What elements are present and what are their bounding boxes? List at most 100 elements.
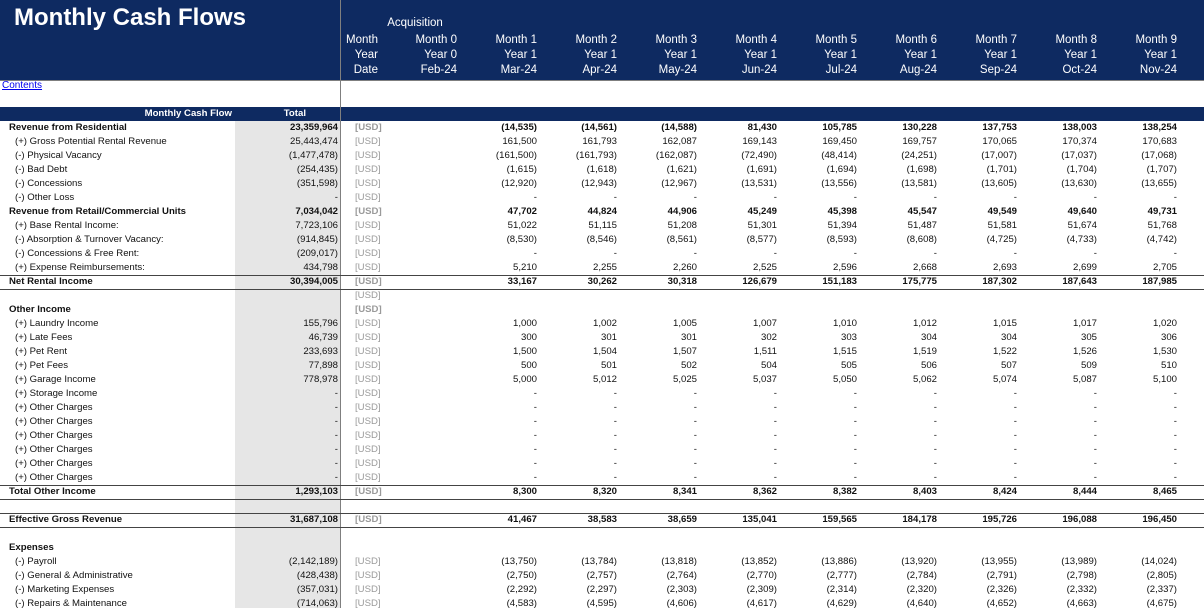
row-value: - (1093, 416, 1097, 427)
row-value: - (1173, 388, 1177, 399)
row-value: 8,362 (752, 486, 777, 497)
row-value: 126,679 (742, 276, 777, 287)
row-value: - (1173, 458, 1177, 469)
column-header: Oct-24 (1062, 64, 1097, 76)
row-total: 434,798 (303, 262, 338, 273)
row-value: (2,292) (506, 584, 537, 595)
row-label: (-) General & Administrative (15, 570, 133, 581)
row-value: (2,757) (586, 570, 617, 581)
column-header: Year 1 (504, 49, 537, 61)
row-value: - (773, 430, 777, 441)
row-value: 304 (1000, 332, 1017, 343)
column-header: Aug-24 (899, 64, 937, 76)
row-value: (17,068) (1141, 150, 1177, 161)
row-value: 8,424 (992, 486, 1017, 497)
row-value: (4,652) (986, 598, 1017, 608)
row-value: (2,297) (586, 584, 617, 595)
row-value: (2,770) (746, 570, 777, 581)
column-header: Year 1 (1144, 49, 1177, 61)
row-value: - (693, 388, 697, 399)
row-value: (2,337) (1146, 584, 1177, 595)
row-value: 159,565 (822, 514, 857, 525)
row-value: (13,784) (581, 556, 617, 567)
row-value: 5,037 (752, 374, 777, 385)
row-label: (+) Storage Income (15, 388, 98, 399)
row-value: (13,630) (1061, 178, 1097, 189)
row-value: - (853, 248, 857, 259)
row-unit: [USD] (355, 458, 381, 469)
row-value: - (613, 388, 617, 399)
row-border (0, 275, 1204, 276)
row-value: 1,500 (512, 346, 537, 357)
row-value: (1,704) (1066, 164, 1097, 175)
row-value: - (533, 472, 537, 483)
row-total: (209,017) (296, 248, 338, 259)
row-value: 196,450 (1142, 514, 1177, 525)
row-value: (14,535) (501, 122, 537, 133)
column-header: Month 0 (415, 34, 457, 46)
row-unit: [USD] (355, 374, 381, 385)
row-border (0, 513, 1204, 514)
row-value: - (1013, 444, 1017, 455)
row-value: 49,549 (987, 206, 1017, 217)
row-label: (+) Other Charges (15, 402, 93, 413)
row-unit: [USD] (355, 570, 381, 581)
row-value: 187,302 (982, 276, 1017, 287)
row-value: (14,588) (661, 122, 697, 133)
row-value: - (693, 402, 697, 413)
row-value: 502 (680, 360, 697, 371)
total-header: Total (283, 108, 306, 119)
row-label: (-) Bad Debt (15, 164, 68, 175)
row-value: 2,668 (912, 262, 937, 273)
row-value: - (1093, 402, 1097, 413)
row-label: (+) Garage Income (15, 374, 96, 385)
row-value: (4,629) (826, 598, 857, 608)
row-value: (8,593) (826, 234, 857, 245)
row-label: Other Income (9, 304, 71, 315)
row-value: - (773, 416, 777, 427)
row-unit: [USD] (355, 430, 381, 441)
column-header: Month 3 (655, 34, 697, 46)
row-value: - (853, 388, 857, 399)
row-value: (1,621) (666, 164, 697, 175)
row-value: (13,531) (741, 178, 777, 189)
row-total: 23,359,964 (289, 122, 338, 133)
row-label: (+) Other Charges (15, 416, 93, 427)
row-value: 170,374 (1062, 136, 1097, 147)
row-value: 1,507 (672, 346, 697, 357)
section-band (0, 107, 1204, 121)
row-value: 1,515 (832, 346, 857, 357)
row-label: Net Rental Income (9, 276, 93, 287)
row-value: 1,511 (753, 346, 777, 357)
row-total: (351,598) (296, 178, 338, 189)
row-value: 5,074 (992, 374, 1017, 385)
sheet-title: Monthly Cash Flows (14, 4, 247, 31)
row-value: - (853, 192, 857, 203)
row-total: (1,477,478) (288, 150, 338, 161)
row-value: 151,183 (822, 276, 857, 287)
column-header: Month 8 (1055, 34, 1097, 46)
row-value: 2,699 (1072, 262, 1097, 273)
row-value: - (1093, 444, 1097, 455)
row-value: 138,254 (1142, 122, 1177, 133)
row-value: (8,530) (506, 234, 537, 245)
row-total: - (334, 416, 338, 427)
row-value: - (773, 458, 777, 469)
row-value: (2,777) (826, 570, 857, 581)
contents-link[interactable]: Contents (2, 80, 43, 91)
row-label: (-) Physical Vacancy (15, 150, 102, 161)
row-value: (2,332) (1066, 584, 1097, 595)
column-header: Jun-24 (741, 64, 777, 76)
row-value: (48,414) (821, 150, 857, 161)
row-value: (14,024) (1141, 556, 1177, 567)
row-total: 155,796 (303, 318, 338, 329)
row-label: (-) Absorption & Turnover Vacancy: (15, 234, 164, 245)
row-total: - (334, 402, 338, 413)
row-label: (+) Other Charges (15, 458, 93, 469)
row-value: - (613, 402, 617, 413)
row-value: 51,022 (507, 220, 537, 231)
row-unit: [USD] (355, 346, 381, 357)
row-value: 41,467 (507, 514, 537, 525)
row-label: (-) Concessions (15, 178, 83, 189)
row-value: (72,490) (741, 150, 777, 161)
